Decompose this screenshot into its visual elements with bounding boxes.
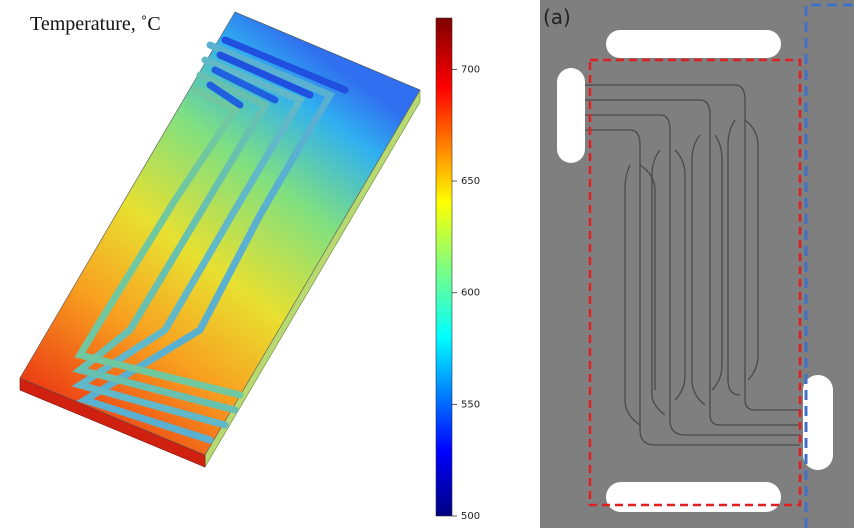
colorbar-tick-label: 550: [461, 399, 480, 410]
plot-title: Temperature, ˚C: [30, 13, 161, 35]
colorbar-tick-label: 700: [461, 64, 480, 75]
colorbar-tick-label: 500: [461, 511, 480, 522]
channel-plate: [540, 0, 854, 528]
colorbar-tick-label: 650: [461, 176, 480, 187]
plate-3d: [20, 12, 420, 467]
panel-label: (a): [543, 5, 571, 29]
figure: Temperature, ˚C (a) 500 550 600 650 700: [0, 0, 854, 528]
colorbar-tick-label: 600: [461, 288, 480, 299]
colorbar: [436, 18, 452, 516]
